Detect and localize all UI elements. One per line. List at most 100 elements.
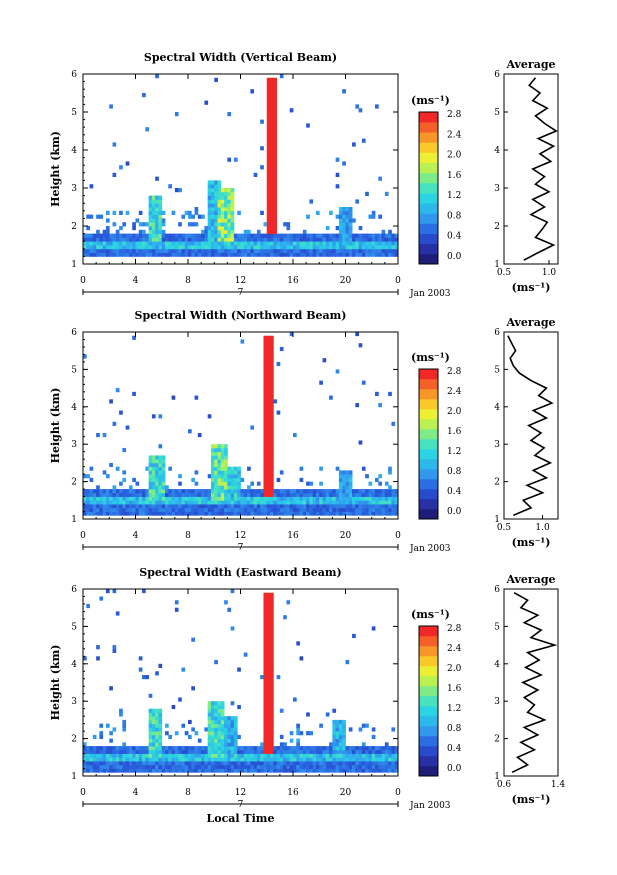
heatmap-cell (388, 768, 392, 773)
heatmap-cell (319, 500, 323, 505)
heatmap-cell (384, 511, 389, 516)
heatmap-cell (319, 764, 323, 769)
heatmap-cell (224, 761, 228, 766)
y-tick-label: 2 (71, 222, 77, 232)
heatmap-cell (197, 248, 202, 253)
heatmap-cell (191, 764, 195, 769)
heatmap-cell (96, 500, 100, 505)
heatmap-cell (86, 489, 90, 494)
heatmap-cell (266, 708, 271, 713)
heatmap-cell (151, 764, 156, 769)
heatmap-cell (210, 768, 215, 773)
heatmap-cell (122, 768, 127, 773)
heatmap-cell (174, 248, 179, 253)
heatmap-cell (296, 248, 300, 253)
heatmap-cell (217, 210, 222, 215)
heatmap-cell (188, 489, 192, 494)
heatmap-cell (201, 492, 205, 497)
colorbar-swatch (419, 716, 438, 727)
heatmap-cell (210, 474, 215, 479)
heatmap-cell (115, 252, 120, 257)
heatmap-cell (250, 511, 255, 516)
heatmap-cell (171, 241, 176, 246)
heatmap-cell (158, 214, 163, 219)
heatmap-cell (329, 489, 333, 494)
heatmap-cell (125, 768, 130, 773)
heatmap-cell (155, 222, 159, 227)
heatmap-cell (145, 248, 150, 253)
heatmap-cell (151, 222, 156, 227)
heatmap-cell (227, 761, 232, 766)
heatmap-cell (214, 761, 218, 766)
heatmap-cell (325, 749, 330, 754)
heatmap-cell (302, 507, 307, 512)
heatmap-cell (270, 153, 274, 158)
heatmap-cell (132, 391, 136, 396)
heatmap-cell (381, 749, 386, 754)
heatmap-cell (348, 481, 353, 486)
heatmap-cell (378, 749, 382, 754)
heatmap-cell (243, 241, 248, 246)
heatmap-cell (391, 489, 396, 494)
heatmap-cell (181, 237, 186, 242)
heatmap-cell (342, 477, 346, 482)
heatmap-cell (315, 504, 320, 509)
heatmap-cell (348, 507, 353, 512)
heatmap-cell (178, 188, 182, 193)
heatmap-cell (375, 248, 379, 253)
heatmap-cell (217, 742, 222, 747)
heatmap-cell (201, 753, 205, 758)
heatmap-cell (237, 233, 241, 238)
y-axis-label: Height (km) (49, 131, 62, 207)
heatmap-cell (355, 233, 360, 238)
heatmap-cell (348, 500, 353, 505)
heatmap-cell (338, 485, 343, 490)
heatmap-cell (207, 233, 212, 238)
heatmap-cell (115, 233, 120, 238)
heatmap-cell (161, 496, 166, 501)
heatmap-cell (230, 245, 235, 250)
heatmap-cell (227, 734, 232, 739)
heatmap-cell (394, 749, 399, 754)
heatmap-cell (86, 492, 90, 497)
heatmap-cell (338, 768, 343, 773)
heatmap-cell (171, 248, 176, 253)
colorbar-tick-label: 0.0 (447, 252, 462, 262)
heatmap-cell (184, 731, 189, 736)
heatmap-cell (270, 656, 274, 661)
heatmap-cell (302, 746, 307, 751)
heatmap-cell (315, 233, 320, 238)
heatmap-cell (184, 504, 189, 509)
heatmap-cell (227, 742, 232, 747)
heatmap-cell (266, 165, 271, 170)
heatmap-cell (306, 768, 310, 773)
heatmap-cell (394, 496, 399, 501)
heatmap-cell (112, 761, 117, 766)
heatmap-cell (132, 335, 136, 340)
heatmap-cell (306, 252, 310, 257)
heatmap-cell (181, 496, 186, 501)
heatmap-cell (148, 207, 153, 212)
heatmap-cell (342, 237, 346, 242)
heatmap-cell (319, 245, 323, 250)
profile-y-tick-label: 2 (494, 478, 500, 488)
heatmap-cell (122, 753, 127, 758)
heatmap-cell (92, 237, 97, 242)
heatmap-cell (230, 485, 235, 490)
heatmap-cell (375, 749, 379, 754)
heatmap-cell (302, 492, 307, 497)
heatmap-cell (233, 252, 238, 257)
heatmap-cell (240, 504, 245, 509)
heatmap-cell (83, 354, 87, 359)
heatmap-cell (388, 391, 392, 396)
heatmap-cell (266, 436, 271, 441)
heatmap-cell (96, 237, 100, 242)
heatmap-cell (227, 222, 232, 227)
heatmap-cell (151, 719, 156, 725)
heatmap-cell (345, 207, 350, 212)
heatmap-cell (352, 764, 356, 769)
heatmap-cell (273, 112, 277, 117)
heatmap-cell (230, 589, 235, 594)
heatmap-cell (83, 245, 87, 250)
heatmap-cell (322, 757, 327, 762)
